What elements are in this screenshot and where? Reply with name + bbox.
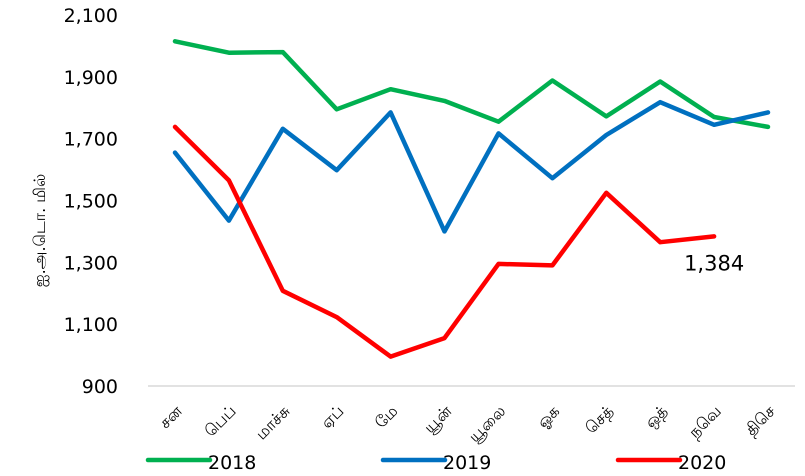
y-tick-label: 1,700	[64, 129, 118, 151]
annotations: 1,384	[684, 251, 744, 275]
y-tick-label: 900	[82, 376, 118, 398]
x-tick-label: ஓக	[533, 401, 563, 431]
x-tick-label: திசெ	[741, 401, 779, 439]
y-tick-label: 2,100	[64, 5, 118, 27]
x-tick-label: சன	[155, 401, 186, 432]
y-tick-label: 1,300	[64, 252, 118, 274]
y-tick-label: 1,100	[64, 314, 118, 336]
x-tick-label: யூலை	[465, 401, 510, 446]
legend-label-2019: 2019	[443, 452, 491, 474]
x-tick-label: பெப்	[201, 401, 240, 440]
series-line-2019	[172, 99, 771, 234]
series-line-2018	[172, 39, 771, 130]
x-tick-label: ஏப்	[317, 401, 348, 432]
y-tick-label: 1,500	[64, 191, 118, 213]
x-tick-label: ஒத்	[641, 401, 671, 431]
x-tick-label: செத்	[581, 401, 617, 437]
series-lines	[172, 39, 771, 359]
series-line-2020	[172, 124, 717, 359]
x-axis-ticks: சன பெப் மாச்சு ஏப் மே யூன் யூலை ஓக செத் ஒத் நவெ திச…	[155, 401, 779, 446]
x-tick-label: நவெ	[685, 401, 725, 441]
y-tick-label: 1,900	[64, 67, 118, 89]
x-tick-label: மே	[371, 401, 402, 432]
x-tick-label: யூன்	[420, 401, 456, 437]
y-axis-ticks: 900 1,100 1,300 1,500 1,700 1,900 2,100	[64, 5, 118, 398]
y-axis-label: ஐ.அ.டொ. மில்	[30, 174, 49, 288]
data-label: 1,384	[684, 251, 744, 275]
legend: 2018 2019 2020	[145, 452, 726, 474]
legend-label-2020: 2020	[678, 452, 726, 474]
legend-label-2018: 2018	[208, 452, 256, 474]
x-tick-label: மாச்சு	[252, 401, 294, 443]
